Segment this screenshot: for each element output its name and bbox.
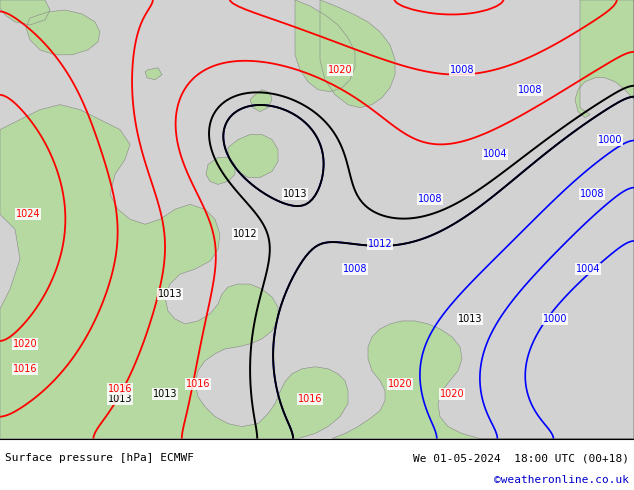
Polygon shape [250,90,272,112]
Polygon shape [332,0,634,439]
Text: 1000: 1000 [598,135,622,145]
Text: ©weatheronline.co.uk: ©weatheronline.co.uk [494,475,629,485]
Polygon shape [575,0,634,118]
Text: 1008: 1008 [343,264,367,274]
Polygon shape [0,105,348,439]
Text: 1004: 1004 [482,149,507,159]
Text: 1000: 1000 [543,314,567,324]
Polygon shape [26,10,100,55]
Polygon shape [206,157,235,184]
Text: 1013: 1013 [458,314,482,324]
Text: 1013: 1013 [283,189,307,199]
Text: 1016: 1016 [186,379,210,389]
Polygon shape [320,0,395,108]
Text: 1013: 1013 [158,289,182,299]
Text: 1016: 1016 [13,364,37,374]
Polygon shape [228,135,278,177]
Text: 1020: 1020 [328,65,353,75]
Text: 1008: 1008 [518,85,542,95]
Text: 1016: 1016 [108,384,133,393]
Polygon shape [145,68,162,80]
Text: 1020: 1020 [387,379,412,389]
Text: 1016: 1016 [298,393,322,404]
Text: 1004: 1004 [576,264,600,274]
Polygon shape [295,0,355,92]
Text: 1020: 1020 [440,389,464,399]
Text: 1008: 1008 [450,65,474,75]
Text: Surface pressure [hPa] ECMWF: Surface pressure [hPa] ECMWF [5,453,194,463]
Text: 1013: 1013 [108,393,133,404]
Text: 1008: 1008 [418,195,443,204]
Text: 1024: 1024 [16,209,41,220]
Polygon shape [0,0,50,25]
Text: We 01-05-2024  18:00 UTC (00+18): We 01-05-2024 18:00 UTC (00+18) [413,453,629,463]
Text: 1013: 1013 [153,389,178,399]
Text: 1020: 1020 [13,339,37,349]
Text: 1008: 1008 [579,189,604,199]
Text: 1012: 1012 [368,239,392,249]
Text: 1012: 1012 [233,229,257,239]
